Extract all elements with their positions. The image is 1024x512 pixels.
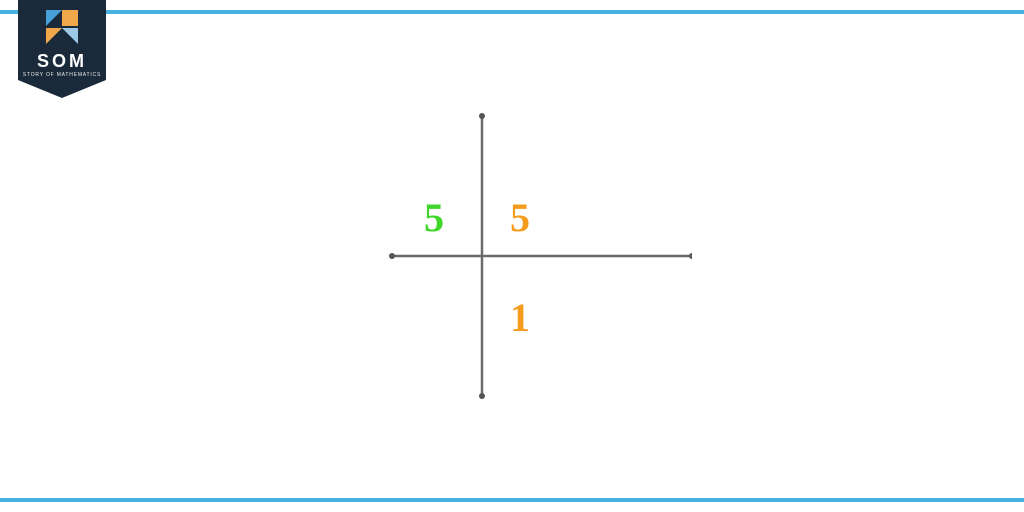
factor-cross-diagram: 5 5 1 (332, 106, 692, 406)
brand-text: SOM STORY OF MATHEMATICS (18, 52, 106, 78)
brand-badge: SOM STORY OF MATHEMATICS (18, 0, 106, 98)
number-top-left: 5 (424, 194, 444, 241)
cross-lines (332, 106, 692, 406)
badge-shape (18, 0, 106, 98)
bottom-border-line (0, 498, 1024, 502)
logo-piece-top-right (62, 10, 78, 26)
brand-name: SOM (18, 52, 106, 70)
top-border-line (0, 10, 1024, 14)
brand-tagline: STORY OF MATHEMATICS (18, 72, 106, 78)
number-top-right: 5 (510, 194, 530, 241)
number-bottom-right: 1 (510, 294, 530, 341)
